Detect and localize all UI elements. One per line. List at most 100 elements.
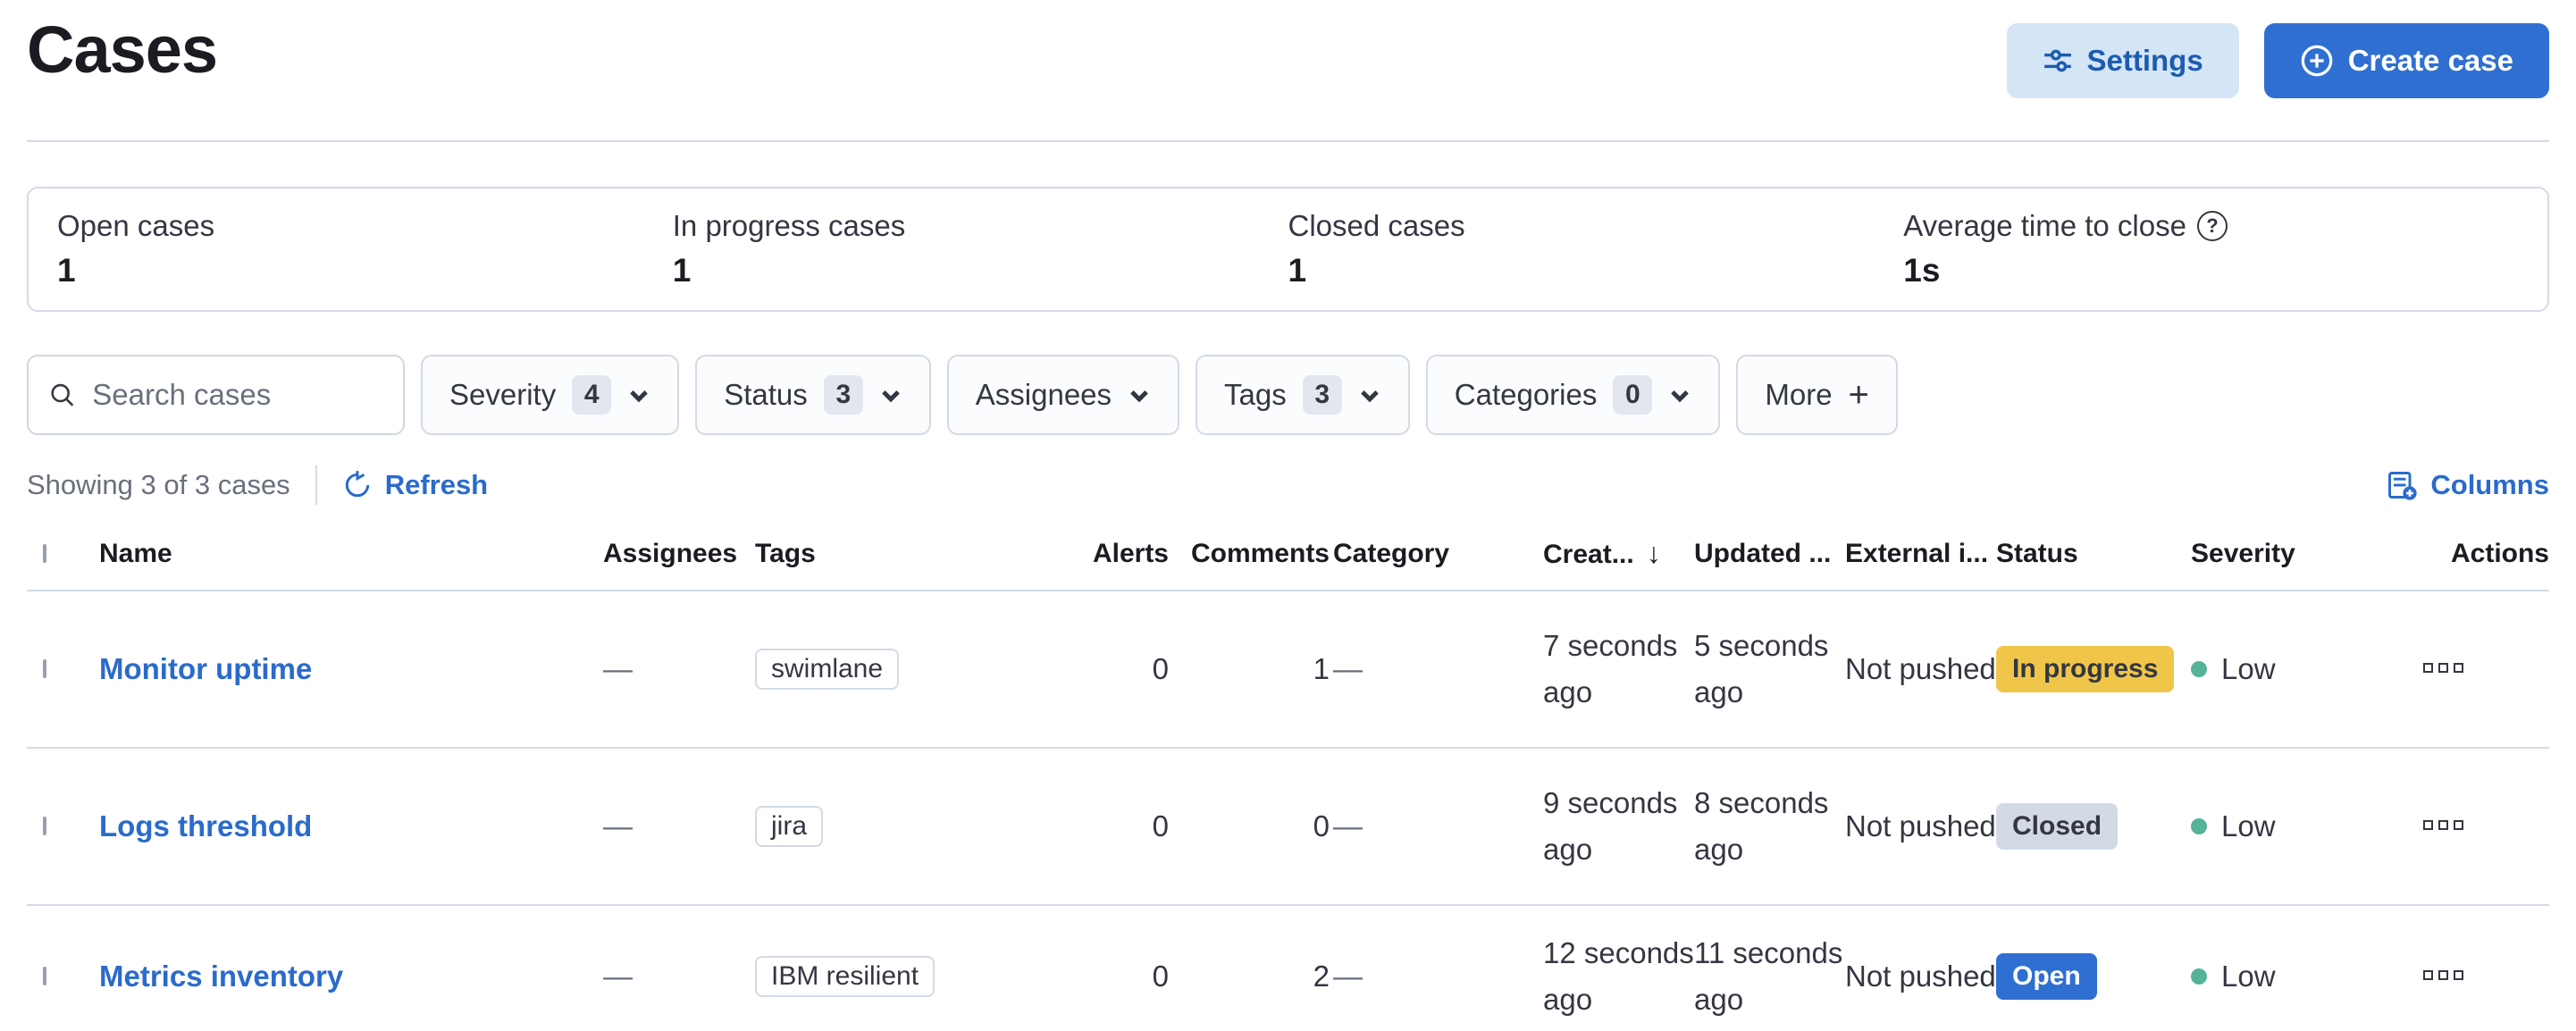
stat-open-value: 1	[57, 252, 76, 289]
created-cell: 9 seconds ago	[1543, 786, 1678, 866]
create-case-button-label: Create case	[2347, 44, 2513, 77]
stat-closed-value: 1	[1288, 252, 1307, 289]
stat-avg-close-value: 1s	[1903, 252, 1941, 289]
columns-icon	[2388, 472, 2418, 500]
stat-open-label: Open cases	[57, 209, 215, 242]
row-checkbox[interactable]	[43, 659, 46, 678]
filter-categories-count: 0	[1613, 375, 1653, 415]
filter-severity-count: 4	[572, 375, 612, 415]
filter-bar: Severity 4 Status 3 Assignees Tags 3 Cat…	[27, 355, 2549, 435]
plus-circle-icon	[2301, 45, 2333, 77]
columns-link[interactable]: Columns	[2386, 469, 2549, 501]
sort-desc-icon: ↓	[1646, 537, 1661, 569]
stat-avg-time-to-close: Average time to close ? 1s	[1903, 209, 2519, 289]
showing-count: Showing 3 of 3 cases	[27, 469, 290, 500]
filter-assignees[interactable]: Assignees	[946, 355, 1180, 435]
settings-button[interactable]: Settings	[2006, 23, 2239, 98]
page-header: Cases Settings Create case	[27, 0, 2549, 98]
header-actions: Settings Create case	[2006, 23, 2549, 98]
filter-tags-count: 3	[1302, 375, 1342, 415]
tag-badge[interactable]: jira	[755, 806, 824, 847]
settings-button-label: Settings	[2086, 44, 2203, 77]
col-header-name[interactable]: Name	[99, 538, 172, 568]
filter-more[interactable]: More +	[1736, 355, 1898, 435]
filter-severity-label: Severity	[449, 378, 557, 411]
status-badge[interactable]: Closed	[1996, 803, 2119, 850]
stat-in-progress-value: 1	[672, 252, 692, 289]
comments-cell: 2	[1313, 960, 1330, 993]
stat-avg-close-label: Average time to close	[1903, 209, 2186, 242]
search-input[interactable]	[92, 378, 383, 412]
table-row: Monitor uptime — swimlane 0 1 — 7 second…	[27, 591, 2549, 749]
search-box[interactable]	[27, 355, 405, 435]
row-actions-icon[interactable]	[2423, 663, 2463, 673]
category-cell: —	[1333, 652, 1363, 685]
created-cell: 7 seconds ago	[1543, 629, 1678, 708]
col-header-updated[interactable]: Updated ...	[1694, 538, 1832, 568]
case-name-link[interactable]: Metrics inventory	[99, 960, 344, 993]
refresh-label: Refresh	[384, 469, 489, 500]
refresh-icon	[345, 471, 369, 498]
filter-categories-label: Categories	[1454, 378, 1598, 411]
category-cell: —	[1333, 809, 1363, 842]
col-header-category[interactable]: Category	[1333, 538, 1450, 568]
case-name-link[interactable]: Monitor uptime	[99, 652, 313, 685]
severity-cell: Low	[2191, 803, 2423, 850]
info-icon[interactable]: ?	[2196, 211, 2228, 241]
filter-status-count: 3	[823, 375, 863, 415]
chevron-down-icon	[881, 390, 900, 403]
select-all-checkbox[interactable]	[43, 543, 46, 563]
page-title: Cases	[27, 13, 218, 87]
stat-open-cases: Open cases 1	[57, 209, 673, 289]
filter-tags[interactable]: Tags 3	[1196, 355, 1410, 435]
assignees-cell: —	[603, 960, 633, 993]
create-case-button[interactable]: Create case	[2263, 23, 2549, 98]
filter-status[interactable]: Status 3	[695, 355, 931, 435]
table-header-row: Name Assignees Tags Alerts Comments Cate…	[27, 524, 2549, 591]
col-header-actions: Actions	[2450, 538, 2549, 568]
table-row: Logs threshold — jira 0 0 — 9 seconds ag…	[27, 749, 2549, 906]
chevron-down-icon	[630, 390, 649, 403]
severity-cell: Low	[2191, 953, 2423, 1000]
severity-label: Low	[2221, 809, 2276, 842]
filter-categories[interactable]: Categories 0	[1425, 355, 1721, 435]
row-actions-icon[interactable]	[2423, 820, 2463, 830]
severity-cell: Low	[2191, 646, 2423, 692]
plus-icon: +	[1848, 375, 1869, 415]
severity-label: Low	[2221, 960, 2276, 993]
status-badge[interactable]: In progress	[1996, 646, 2175, 692]
alerts-cell: 0	[1152, 652, 1169, 685]
col-header-severity[interactable]: Severity	[2191, 538, 2295, 568]
stat-in-progress-cases: In progress cases 1	[673, 209, 1288, 289]
severity-dot-icon	[2191, 661, 2207, 677]
col-header-created[interactable]: Creat... ↓	[1543, 537, 1661, 569]
status-badge[interactable]: Open	[1996, 953, 2097, 1000]
alerts-cell: 0	[1152, 809, 1169, 842]
updated-cell: 11 seconds ago	[1694, 936, 1843, 1016]
tag-badge[interactable]: swimlane	[755, 649, 900, 690]
chevron-down-icon	[1130, 390, 1148, 403]
sliders-icon	[2043, 49, 2071, 72]
category-cell: —	[1333, 960, 1363, 993]
external-incident-cell: Not pushed	[1845, 809, 1996, 842]
col-header-status[interactable]: Status	[1996, 538, 2078, 568]
refresh-link[interactable]: Refresh	[342, 469, 488, 501]
chevron-down-icon	[1360, 390, 1379, 403]
tag-badge[interactable]: IBM resilient	[755, 956, 936, 997]
assignees-cell: —	[603, 809, 633, 842]
row-actions-icon[interactable]	[2423, 970, 2463, 980]
stat-closed-cases: Closed cases 1	[1288, 209, 1904, 289]
stat-in-progress-label: In progress cases	[672, 209, 906, 242]
severity-dot-icon	[2191, 818, 2207, 834]
comments-cell: 0	[1313, 809, 1330, 842]
assignees-cell: —	[603, 652, 633, 685]
external-incident-cell: Not pushed	[1845, 960, 1996, 993]
filter-severity[interactable]: Severity 4	[421, 355, 680, 435]
filter-assignees-label: Assignees	[975, 378, 1112, 411]
col-header-alerts: Alerts	[1092, 538, 1169, 568]
row-checkbox[interactable]	[43, 817, 46, 835]
row-checkbox[interactable]	[43, 967, 46, 985]
case-name-link[interactable]: Logs threshold	[99, 809, 313, 842]
cases-table: Name Assignees Tags Alerts Comments Cate…	[27, 524, 2549, 1031]
alerts-cell: 0	[1152, 960, 1169, 993]
